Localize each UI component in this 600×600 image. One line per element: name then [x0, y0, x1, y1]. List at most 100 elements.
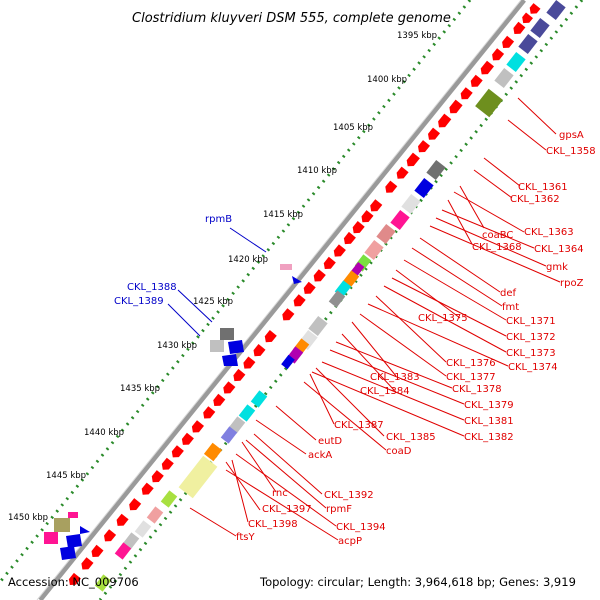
outer-arrow-4: [80, 526, 90, 534]
gene-block-salmon-2: [364, 240, 384, 260]
summary-text: Topology: circular; Length: 3,964,618 bp…: [259, 575, 576, 589]
gene-block-blue-2: [281, 354, 295, 370]
feature-label: coaD: [386, 446, 412, 457]
gene-block-pink-2: [114, 542, 132, 560]
gene-block-cyan-3: [250, 390, 268, 408]
outer-block-olive-2: [54, 518, 70, 532]
gene-block-pale-yellow: [178, 455, 218, 499]
gene-arrow: [151, 470, 164, 483]
ruler-label-1395: 1395 kbp: [397, 31, 437, 41]
gene-arrow: [460, 87, 473, 100]
gene-arrow: [370, 199, 383, 212]
gene-arrow: [243, 356, 256, 369]
gene-arrow: [470, 74, 483, 87]
gene-arrow: [313, 269, 326, 282]
feature-label: def: [500, 288, 517, 299]
gene-block-purple-2: [530, 18, 550, 38]
feature-label: rpmF: [326, 504, 352, 515]
ruler-label-1425: 1425 kbp: [193, 297, 233, 307]
gene-block-grey-2: [426, 160, 446, 180]
backbone-highlight: [36, 0, 522, 600]
feature-label: CKL_1373: [506, 348, 556, 359]
gene-arrow: [129, 498, 142, 511]
feature-label: acpP: [338, 536, 362, 547]
gene-arrow: [171, 445, 184, 458]
outer-arrow-6: [60, 546, 76, 560]
gene-arrow: [385, 180, 398, 193]
gene-block-lime-2: [94, 574, 112, 592]
feature-label: CKL_1387: [334, 420, 384, 431]
feature-label: CKL_1397: [262, 504, 312, 515]
gene-arrow: [361, 210, 374, 223]
feature-label: CKL_1375: [418, 313, 468, 324]
gene-arrow: [449, 99, 463, 114]
feature-label: CKL_1382: [464, 432, 514, 443]
gene-block-grey-4: [308, 316, 328, 336]
ruler-labels: 1395 kbp 1400 kbp 1405 kbp 1410 kbp 1415…: [8, 31, 437, 523]
feature-label: CKL_1378: [452, 384, 502, 395]
feature-label: CKL_1358: [546, 146, 596, 157]
gene-arrow: [406, 152, 420, 167]
outer-arrow-5: [66, 534, 82, 548]
gene-block-purple-3: [518, 34, 538, 54]
gene-arrow: [438, 113, 452, 128]
feature-label: CKL_1368: [472, 242, 522, 253]
gene-block-purple-1: [546, 0, 566, 20]
feature-label-blue: CKL_1388: [127, 282, 177, 293]
ruler-label-1445: 1445 kbp: [46, 471, 86, 481]
feature-label: CKL_1381: [464, 416, 514, 427]
feature-label: CKL_1384: [360, 386, 410, 397]
gene-arrow: [181, 432, 194, 445]
gene-arrow: [522, 12, 533, 24]
gene-arrow: [81, 557, 94, 570]
feature-label: CKL_1364: [534, 244, 584, 255]
feature-label: CKL_1363: [524, 227, 574, 238]
outer-arrow-3: [222, 354, 238, 366]
gene-block-lightgrey-3: [134, 520, 152, 538]
gene-arrow: [428, 127, 440, 140]
feature-label: gmk: [546, 262, 568, 273]
gene-block-lime: [160, 490, 178, 508]
label-leader-lines: [189, 97, 561, 541]
blue-feature-labels: rpmB CKL_1388 CKL_1389: [114, 214, 232, 307]
ruler-label-1430: 1430 kbp: [157, 341, 197, 351]
ruler-track: [0, 0, 472, 583]
feature-label: CKL_1394: [336, 522, 386, 533]
feature-label-blue: CKL_1389: [114, 296, 164, 307]
feature-label: eutD: [318, 436, 342, 447]
ruler-label-1405: 1405 kbp: [333, 123, 373, 133]
feature-label: coaBC: [482, 230, 513, 241]
ruler-label-1415: 1415 kbp: [263, 210, 303, 220]
gene-block-cyan-1: [506, 52, 526, 72]
feature-label: CKL_1361: [518, 182, 568, 193]
ruler-label-1450: 1450 kbp: [8, 513, 48, 523]
gene-block-grey-1: [494, 68, 514, 88]
gene-block-grey-3: [328, 290, 346, 308]
gene-arrow: [343, 231, 356, 245]
feature-label-blue: rpmB: [205, 214, 232, 225]
feature-label: ftsY: [236, 532, 255, 543]
outer-block-grey-1: [220, 328, 234, 340]
gene-arrow: [191, 420, 204, 433]
outer-block-pink-3: [44, 532, 58, 544]
feature-label: CKL_1383: [370, 372, 420, 383]
gene-arrow: [91, 544, 104, 557]
outer-block-pink-2: [68, 512, 78, 518]
blue-leader-lines: [167, 227, 267, 337]
ruler-label-1410: 1410 kbp: [297, 166, 337, 176]
gene-block-olive: [475, 88, 503, 118]
gene-block-salmon-3: [146, 506, 164, 524]
feature-label: ackA: [308, 450, 332, 461]
feature-label: CKL_1385: [386, 432, 436, 443]
gene-arrow: [303, 281, 316, 294]
genome-backbone: [38, 0, 526, 600]
feature-label: CKL_1376: [446, 358, 496, 369]
gene-arrow: [141, 482, 154, 495]
gene-arrow: [264, 330, 277, 343]
gene-arrow: [223, 381, 236, 394]
ruler-label-1440: 1440 kbp: [84, 428, 124, 438]
gene-arrow: [203, 406, 216, 419]
gene-arrow: [529, 3, 541, 14]
gene-arrow: [502, 35, 515, 48]
